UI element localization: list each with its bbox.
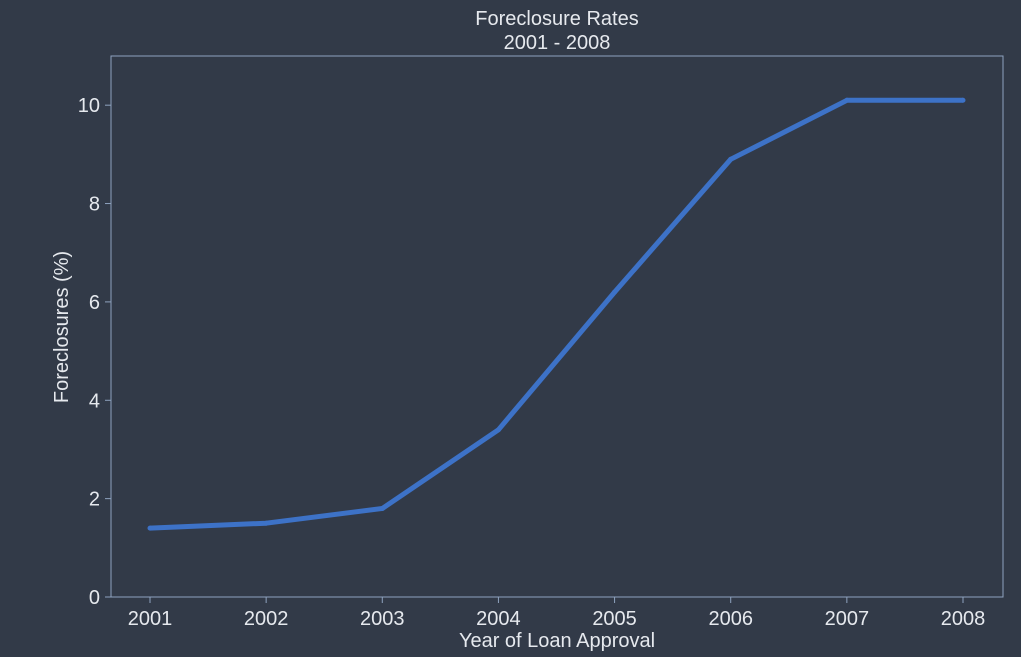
y-tick-label: 2 <box>89 489 100 511</box>
y-axis-label: Foreclosures (%) <box>51 251 73 403</box>
data-point <box>263 520 269 526</box>
y-axis-ticks: 0 2 4 6 8 10 <box>78 95 111 609</box>
data-point <box>728 156 734 162</box>
x-tick-label: 2005 <box>592 608 637 630</box>
series-layer <box>147 97 966 531</box>
y-tick-label: 6 <box>89 292 100 314</box>
x-tick-label: 2007 <box>825 608 870 630</box>
y-tick-label: 10 <box>78 95 100 117</box>
data-point <box>960 97 966 103</box>
chart-subtitle: 2001 - 2008 <box>504 32 611 54</box>
x-tick-label: 2006 <box>708 608 753 630</box>
data-point <box>844 97 850 103</box>
data-point <box>379 505 385 511</box>
y-tick-label: 8 <box>89 194 100 216</box>
x-tick-label: 2004 <box>476 608 521 630</box>
x-tick-label: 2002 <box>244 608 289 630</box>
plot-area-frame <box>110 55 1004 598</box>
data-point <box>612 289 618 295</box>
x-axis-ticks: 2001 2002 2003 2004 2005 2006 2007 2008 <box>128 597 986 630</box>
x-tick-label: 2003 <box>360 608 405 630</box>
data-point <box>495 427 501 433</box>
data-point <box>147 525 153 531</box>
chart-title: Foreclosure Rates <box>475 8 638 30</box>
y-tick-label: 0 <box>89 587 100 609</box>
x-axis-label: Year of Loan Approval <box>459 630 655 652</box>
x-tick-label: 2001 <box>128 608 173 630</box>
x-tick-label: 2008 <box>941 608 986 630</box>
y-tick-label: 4 <box>89 390 100 412</box>
series-line <box>149 97 963 531</box>
